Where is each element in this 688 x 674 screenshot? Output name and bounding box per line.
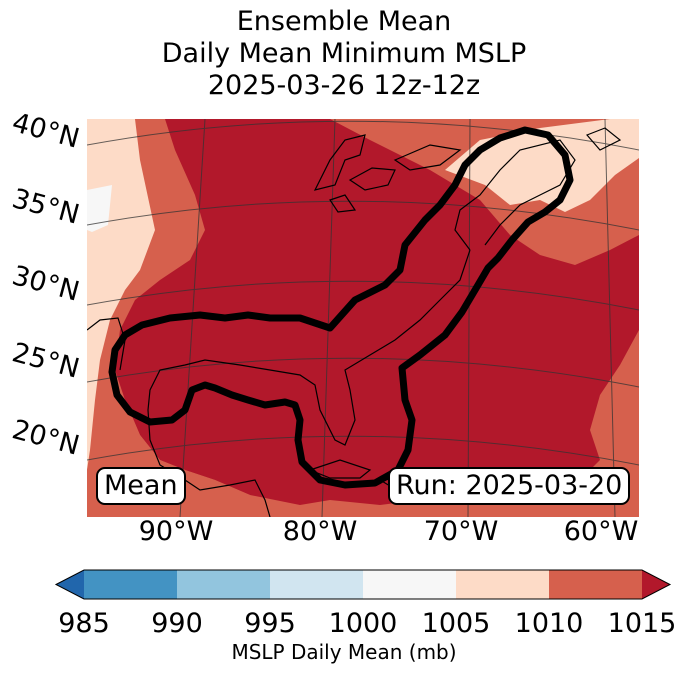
colorbar-bin-985-990: [84, 570, 177, 599]
mean-label-box: Mean: [96, 467, 186, 505]
field-over-1015: [115, 119, 639, 505]
run-date-label-box: Run: 2025-03-20: [388, 467, 631, 505]
colorbar-outline: [54, 569, 672, 600]
colorbar-bin-1000-1005: [363, 570, 456, 599]
cb-tick-1015: 1015: [608, 608, 677, 639]
lon-label-70w: 70°W: [424, 516, 499, 547]
lon-label-60w: 60°W: [564, 516, 639, 547]
cb-tick-995: 995: [244, 608, 296, 639]
title-line-3: 2025-03-26 12z-12z: [207, 70, 481, 101]
lat-label-40n: 40°N: [9, 107, 83, 155]
colorbar-label: MSLP Daily Mean (mb): [231, 640, 457, 664]
title-line-1: Ensemble Mean: [236, 6, 452, 37]
lat-label-25n: 25°N: [9, 337, 83, 385]
field-1000-1005-west: [87, 185, 112, 232]
lon-label-90w: 90°W: [139, 516, 214, 547]
lat-label-35n: 35°N: [9, 183, 83, 231]
colorbar-bin-1005-1010: [456, 570, 549, 599]
lat-label-30n: 30°N: [9, 260, 83, 308]
title-line-2: Daily Mean Minimum MSLP: [161, 38, 527, 69]
lat-label-20n: 20°N: [9, 414, 83, 462]
pressure-field: [87, 119, 639, 517]
cb-tick-1010: 1010: [515, 608, 584, 639]
lon-label-80w: 80°W: [283, 516, 358, 547]
cb-tick-990: 990: [151, 608, 203, 639]
cb-tick-1005: 1005: [422, 608, 491, 639]
colorbar: [54, 569, 672, 600]
colorbar-under-arrow: [56, 570, 84, 599]
colorbar-bin-995-1000: [270, 570, 363, 599]
mean-contour: [108, 126, 574, 489]
colorbar-ticks: 985 990 995 1000 1005 1010 1015: [58, 608, 676, 639]
cb-tick-1000: 1000: [329, 608, 398, 639]
cb-tick-985: 985: [58, 608, 110, 639]
colorbar-bin-1010-1015: [549, 570, 642, 599]
coastlines: [87, 127, 622, 517]
colorbar-over-arrow: [642, 570, 670, 599]
colorbar-bin-990-995: [177, 570, 270, 599]
